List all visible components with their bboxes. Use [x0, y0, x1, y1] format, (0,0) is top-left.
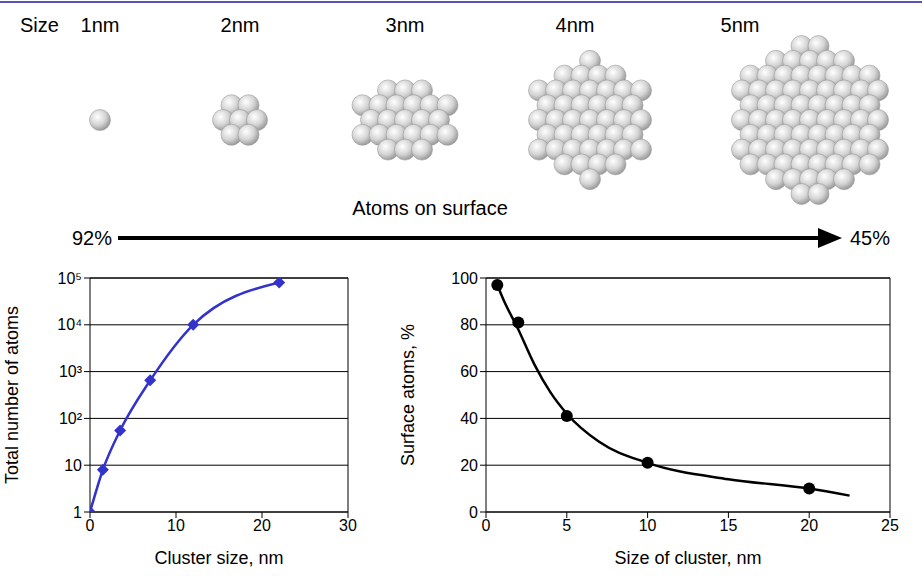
svg-text:100: 100 [451, 270, 478, 287]
svg-text:1nm: 1nm [81, 14, 120, 36]
svg-text:60: 60 [460, 363, 478, 380]
svg-text:Size: Size [20, 14, 59, 36]
svg-text:0: 0 [482, 517, 491, 534]
svg-text:0: 0 [469, 504, 478, 521]
svg-text:20: 20 [800, 517, 818, 534]
svg-text:1: 1 [73, 504, 82, 521]
svg-text:25: 25 [881, 517, 899, 534]
svg-text:10: 10 [167, 517, 185, 534]
svg-text:10: 10 [639, 517, 657, 534]
svg-text:Atoms on surface: Atoms on surface [352, 197, 508, 219]
svg-text:20: 20 [460, 457, 478, 474]
svg-text:Size of cluster, nm: Size of cluster, nm [614, 548, 761, 568]
svg-text:10⁴: 10⁴ [57, 316, 82, 333]
svg-text:5: 5 [562, 517, 571, 534]
svg-text:10⁵: 10⁵ [58, 270, 82, 287]
svg-text:3nm: 3nm [386, 14, 425, 36]
svg-text:10: 10 [64, 457, 82, 474]
svg-text:5nm: 5nm [721, 14, 760, 36]
svg-text:2nm: 2nm [221, 14, 260, 36]
svg-text:Surface atoms, %: Surface atoms, % [398, 324, 418, 466]
svg-text:0: 0 [86, 517, 95, 534]
svg-text:40: 40 [460, 410, 478, 427]
svg-text:Cluster size, nm: Cluster size, nm [154, 548, 283, 568]
svg-text:80: 80 [460, 316, 478, 333]
svg-text:30: 30 [339, 517, 357, 534]
svg-text:Total number of atoms: Total number of atoms [2, 306, 22, 484]
svg-text:10³: 10³ [59, 363, 83, 380]
svg-text:4nm: 4nm [556, 14, 595, 36]
svg-text:20: 20 [253, 517, 271, 534]
svg-text:10²: 10² [59, 410, 83, 427]
svg-text:15: 15 [720, 517, 738, 534]
svg-text:45%: 45% [850, 227, 890, 249]
svg-text:92%: 92% [72, 227, 112, 249]
